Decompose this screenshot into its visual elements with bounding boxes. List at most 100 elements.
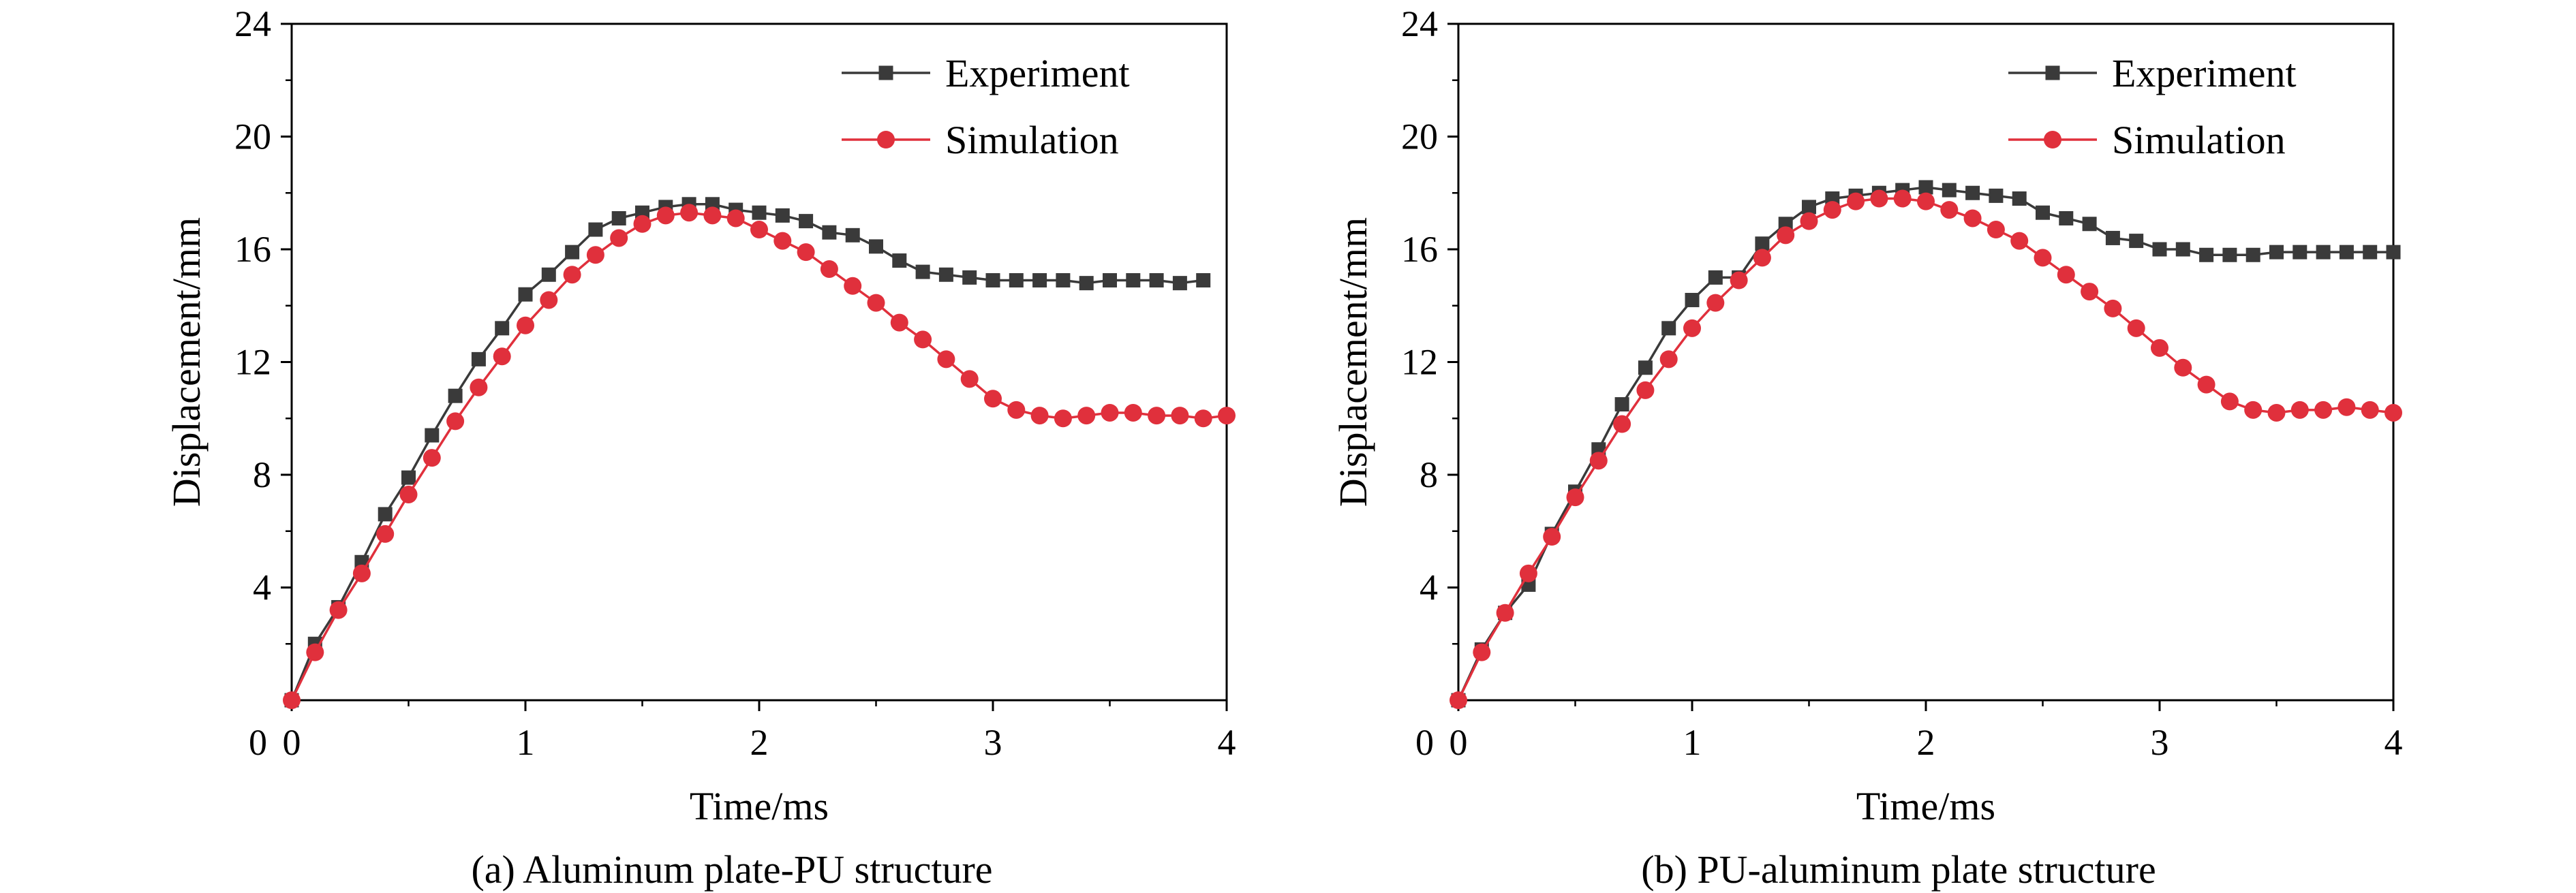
data-point-experiment	[892, 253, 907, 268]
data-point-experiment	[822, 225, 837, 240]
y-tick-label: 4	[253, 567, 271, 608]
data-point-experiment	[401, 470, 416, 485]
data-point-simulation	[1706, 294, 1725, 312]
data-point-experiment	[938, 267, 953, 282]
series-experiment	[1451, 180, 2401, 708]
series-simulation	[283, 204, 1236, 709]
data-point-simulation	[1124, 403, 1142, 422]
data-point-experiment	[869, 239, 883, 254]
data-point-experiment	[962, 270, 977, 285]
legend: Experiment Simulation	[2008, 51, 2297, 162]
data-point-simulation	[1007, 401, 1026, 419]
y-axis-title: Displacement/mm	[164, 217, 209, 507]
y-tick-label: 24	[234, 3, 271, 44]
data-point-experiment	[425, 428, 440, 443]
x-tick-label: 4	[1218, 722, 1236, 763]
y-tick-label: 20	[234, 116, 271, 157]
data-point-simulation	[1613, 415, 1631, 433]
data-point-experiment	[1638, 360, 1653, 375]
y-tick-label: 12	[234, 342, 271, 383]
data-point-experiment	[2012, 191, 2027, 206]
data-point-experiment	[2339, 245, 2354, 260]
data-point-experiment	[1989, 188, 2004, 203]
data-point-experiment	[1149, 273, 1164, 288]
y-tick-label: 16	[234, 229, 271, 270]
x-tick-label: 4	[2385, 722, 2403, 763]
y-tick-label: 24	[1401, 3, 1438, 44]
data-point-simulation	[890, 313, 908, 332]
data-point-simulation	[470, 378, 488, 396]
chart-panel-2: 0 1 2 3 448121620240Time/msDisplacement/mm(b…	[1331, 3, 2403, 892]
data-point-simulation	[1030, 407, 1049, 425]
chart-panel-1: 0 1 2 3 448121620240Time/msDisplacement/mm(a…	[164, 3, 1236, 892]
data-point-simulation	[1753, 249, 1771, 267]
data-point-experiment	[915, 264, 930, 279]
data-point-simulation	[656, 206, 675, 225]
data-point-simulation	[1963, 209, 1982, 228]
data-point-simulation	[352, 564, 371, 582]
data-point-simulation	[2127, 319, 2145, 337]
data-point-experiment	[1661, 321, 1676, 336]
data-point-simulation	[960, 370, 979, 388]
legend-label: Simulation	[2112, 118, 2286, 162]
data-point-experiment	[2175, 242, 2190, 257]
data-point-experiment	[565, 245, 580, 260]
y-tick-label: 8	[253, 454, 271, 495]
data-point-simulation	[2034, 249, 2052, 267]
series-experiment	[284, 197, 1211, 708]
x-tick-label: 0	[283, 722, 301, 763]
series-simulation	[1450, 189, 2402, 709]
data-point-experiment	[2036, 205, 2050, 220]
data-point-simulation	[1730, 271, 1748, 289]
data-point-experiment	[518, 287, 533, 302]
data-point-simulation	[2361, 401, 2379, 419]
data-point-experiment	[1708, 270, 1723, 285]
legend-label: Simulation	[945, 118, 1119, 162]
data-point-experiment	[2105, 230, 2120, 245]
data-point-simulation	[1218, 407, 1236, 425]
x-axis-title: Time/ms	[1856, 784, 1995, 828]
legend-marker	[2045, 65, 2060, 80]
x-tick-label: 1	[1683, 722, 1702, 763]
data-point-simulation	[1566, 488, 1584, 507]
data-point-simulation	[2267, 403, 2286, 422]
data-point-experiment	[2199, 247, 2214, 262]
data-point-simulation	[2385, 403, 2402, 422]
data-point-experiment	[2269, 245, 2284, 260]
data-point-simulation	[329, 601, 348, 619]
y-tick-label: 8	[1420, 454, 1438, 495]
data-point-experiment	[611, 210, 626, 225]
data-point-simulation	[399, 485, 418, 503]
data-point-experiment	[752, 205, 767, 220]
x-tick-label: 0	[1450, 722, 1468, 763]
data-point-simulation	[1450, 691, 1467, 709]
data-point-simulation	[726, 209, 745, 228]
data-point-simulation	[2244, 401, 2263, 419]
data-point-experiment	[2152, 242, 2167, 257]
data-point-experiment	[1942, 183, 1957, 198]
data-point-experiment	[2386, 245, 2401, 260]
data-point-experiment	[2245, 247, 2260, 262]
data-point-simulation	[1171, 407, 1189, 425]
data-point-simulation	[2174, 358, 2192, 377]
data-point-simulation	[2290, 401, 2309, 419]
data-point-simulation	[1683, 319, 1701, 337]
x-tick-label: 2	[750, 722, 769, 763]
data-point-experiment	[1802, 200, 1816, 215]
data-point-simulation	[2010, 232, 2029, 250]
data-point-simulation	[2104, 299, 2122, 317]
data-point-experiment	[799, 214, 814, 229]
data-point-experiment	[1032, 273, 1047, 288]
series-line-experiment	[290, 203, 1203, 701]
data-point-simulation	[586, 246, 604, 264]
data-point-simulation	[703, 206, 722, 225]
data-point-simulation	[1847, 192, 1865, 210]
y-axis-title: Displacement/mm	[1331, 217, 1375, 507]
data-point-simulation	[1543, 528, 1561, 546]
data-point-simulation	[1636, 381, 1655, 399]
data-point-simulation	[1194, 409, 1212, 428]
data-point-experiment	[471, 351, 486, 366]
data-point-simulation	[517, 316, 534, 334]
data-point-simulation	[914, 330, 932, 349]
data-point-simulation	[423, 449, 441, 467]
